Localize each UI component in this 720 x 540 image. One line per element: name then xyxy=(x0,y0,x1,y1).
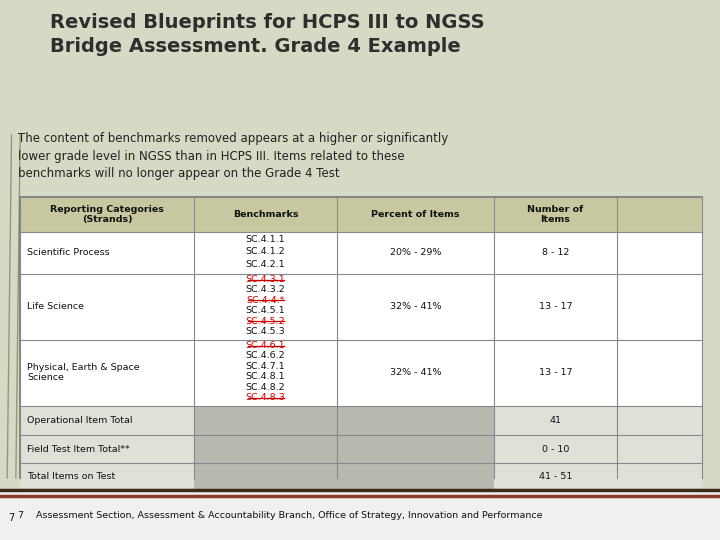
Text: Operational Item Total: Operational Item Total xyxy=(27,416,133,425)
Bar xyxy=(194,406,494,435)
Text: SC.4.6.1: SC.4.6.1 xyxy=(246,341,285,350)
Text: Scientific Process: Scientific Process xyxy=(27,248,110,258)
Text: SC.4.3.2: SC.4.3.2 xyxy=(246,286,286,294)
Text: SC.4.5.2: SC.4.5.2 xyxy=(246,317,285,326)
Text: 41 - 51: 41 - 51 xyxy=(539,472,572,481)
Text: 7    Assessment Section, Assessment & Accountability Branch, Office of Strategy,: 7 Assessment Section, Assessment & Accou… xyxy=(18,511,542,519)
Text: Physical, Earth & Space
Science: Physical, Earth & Space Science xyxy=(27,363,140,382)
Text: The content of benchmarks removed appears at a higher or significantly
lower gra: The content of benchmarks removed appear… xyxy=(18,132,449,180)
Bar xyxy=(20,435,702,463)
Text: SC.4.8.1: SC.4.8.1 xyxy=(246,373,285,381)
Text: SC.4.5.3: SC.4.5.3 xyxy=(246,327,286,336)
Text: 0 - 10: 0 - 10 xyxy=(541,445,569,454)
Text: SC.4.1.1: SC.4.1.1 xyxy=(246,234,285,244)
Text: Total Items on Test: Total Items on Test xyxy=(27,472,116,481)
Text: SC.4.5.1: SC.4.5.1 xyxy=(246,306,285,315)
Text: SC.4.2.1: SC.4.2.1 xyxy=(246,260,285,269)
Text: SC.4.6.2: SC.4.6.2 xyxy=(246,352,285,361)
Bar xyxy=(194,463,494,489)
Bar xyxy=(20,406,702,435)
Text: SC.4.8.2: SC.4.8.2 xyxy=(246,383,285,392)
Text: Life Science: Life Science xyxy=(27,302,84,311)
Bar xyxy=(20,340,702,406)
Text: Reporting Categories
(Strands): Reporting Categories (Strands) xyxy=(50,205,164,224)
Text: Benchmarks: Benchmarks xyxy=(233,210,298,219)
Text: Percent of Items: Percent of Items xyxy=(372,210,460,219)
Text: SC.4.8.3: SC.4.8.3 xyxy=(246,393,286,402)
Text: Field Test Item Total**: Field Test Item Total** xyxy=(27,445,130,454)
Text: SC.4.4.*: SC.4.4.* xyxy=(246,296,285,305)
Bar xyxy=(20,232,702,274)
Bar xyxy=(20,197,702,232)
Text: 13 - 17: 13 - 17 xyxy=(539,368,572,377)
Text: 41: 41 xyxy=(549,416,562,425)
Text: SC.4.1.2: SC.4.1.2 xyxy=(246,247,285,256)
Text: SC.4.3.1: SC.4.3.1 xyxy=(246,275,286,284)
Text: 7: 7 xyxy=(9,513,15,523)
Bar xyxy=(20,197,702,478)
Text: 32% - 41%: 32% - 41% xyxy=(390,368,441,377)
Text: SC.4.7.1: SC.4.7.1 xyxy=(246,362,285,371)
Text: Revised Blueprints for HCPS III to NGSS
Bridge Assessment. Grade 4 Example: Revised Blueprints for HCPS III to NGSS … xyxy=(50,14,485,56)
Bar xyxy=(20,274,702,340)
Bar xyxy=(194,435,494,463)
Text: 32% - 41%: 32% - 41% xyxy=(390,302,441,311)
Text: 20% - 29%: 20% - 29% xyxy=(390,248,441,258)
Text: 8 - 12: 8 - 12 xyxy=(541,248,569,258)
Text: Number of
Items: Number of Items xyxy=(527,205,583,224)
Bar xyxy=(0,490,720,540)
Bar xyxy=(20,463,702,489)
Text: 13 - 17: 13 - 17 xyxy=(539,302,572,311)
